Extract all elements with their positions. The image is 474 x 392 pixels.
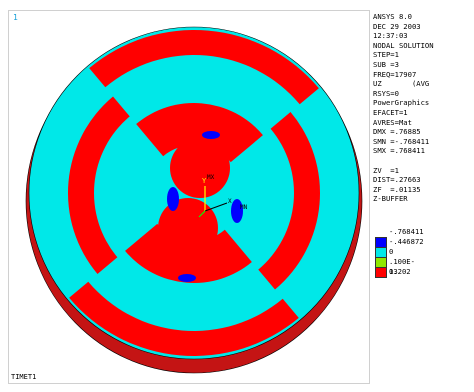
info-line [373, 156, 434, 166]
info-line: ZV =1 [373, 165, 399, 175]
info-line: AVRES=Mat [373, 117, 412, 127]
info-line: DIST=.27663 [373, 175, 421, 185]
info-line: DEC 29 2003 [373, 21, 421, 31]
vibration-pattern [68, 29, 321, 356]
info-line: STEP=1 [373, 50, 399, 60]
min-patch-top [202, 131, 220, 139]
info-line: FREQ=17907 [373, 69, 417, 79]
mode-shape-plot[interactable]: Y X MX MN [9, 11, 369, 383]
triad-z-axis [198, 210, 206, 218]
min-patch-left [167, 187, 179, 211]
max-label: MX [207, 174, 215, 181]
info-line: PowerGraphics [373, 98, 430, 108]
axis-x-label: X [228, 198, 232, 205]
triad-x-axis [204, 202, 228, 212]
legend-top-label: -.768411 [389, 227, 424, 236]
info-line: ANSYS 8.0 [373, 12, 412, 21]
info-line: Z-BUFFER [373, 194, 408, 204]
red-sector [69, 281, 299, 356]
plot-title: TIMET1 [11, 373, 37, 381]
legend-swatch [375, 267, 387, 278]
info-line: SMX =.768411 [373, 146, 425, 156]
min-label: MN [240, 204, 248, 211]
red-sector [68, 96, 130, 274]
axis-y-label: Y [202, 177, 207, 185]
info-line: UZ (AVG [373, 79, 430, 89]
window-number: 1 [13, 13, 18, 22]
info-panel: ANSYS 8.0 DEC 29 2003 12:37:03 NODAL SOLUTI… [373, 12, 434, 204]
red-sector [258, 112, 321, 290]
graphics-window[interactable]: 1 Y X MX MN TIMET1 [8, 10, 370, 384]
legend-label: -.446872 [389, 237, 424, 246]
info-line: SMN =-.768411 [373, 136, 430, 146]
info-line: EFACET=1 [373, 107, 408, 117]
min-patch-bottom [178, 274, 196, 282]
info-line: SUB =3 [373, 59, 399, 69]
info-line: ZF =.01135 [373, 184, 421, 194]
center-lobe [170, 138, 230, 198]
info-line: DMX =.76885 [373, 127, 421, 137]
legend-label: 0 [389, 247, 394, 256]
min-patch-right [231, 199, 243, 223]
red-sector [136, 103, 263, 163]
info-line: RSYS=0 [373, 88, 399, 98]
center-lobe [158, 198, 218, 258]
legend-label: .100E-03 [389, 257, 415, 276]
info-line: 12:37:03 [373, 31, 408, 41]
legend-label: 1.202 [389, 267, 411, 276]
info-line: NODAL SOLUTION [373, 40, 434, 50]
red-sector [89, 29, 319, 105]
